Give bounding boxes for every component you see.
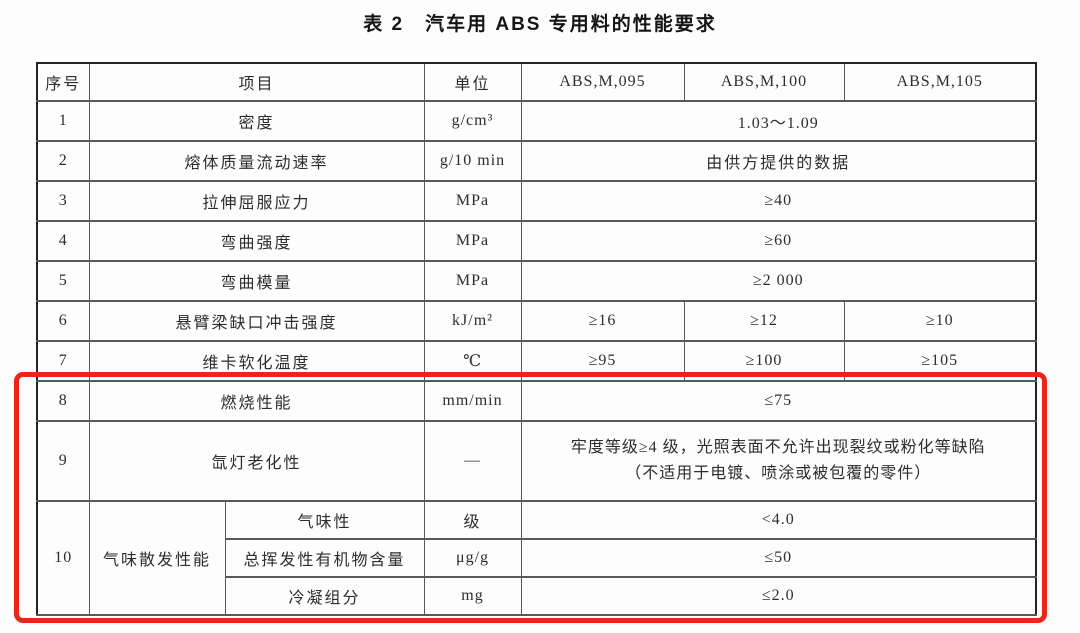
- table-title: 表 2 汽车用 ABS 专用料的性能要求: [363, 14, 717, 35]
- cell-unit: MPa: [423, 180, 522, 222]
- cell-no: 7: [36, 340, 90, 382]
- cell-value-100: ≥12: [683, 300, 845, 342]
- table-row: 3 拉伸屈服应力 MPa ≥40: [36, 180, 1037, 222]
- cell-value-095: ≥16: [520, 300, 685, 342]
- table-row: 5 弯曲模量 MPa ≥2 000: [36, 260, 1037, 302]
- cell-item-group: 气味散发性能: [88, 500, 226, 616]
- cell-unit: mg: [423, 576, 522, 616]
- cell-item: 维卡软化温度: [88, 340, 425, 382]
- cell-no: 10: [36, 500, 90, 616]
- header-grade-100: ABS,M,100: [683, 62, 845, 102]
- table-row: 1 密度 g/cm³ 1.03～1.09: [36, 100, 1037, 142]
- cell-item: 燃烧性能: [88, 380, 425, 422]
- header-unit: 单位: [423, 62, 522, 102]
- table-row: 冷凝组分 mg ≤2.0: [37, 576, 1037, 616]
- cell-value: ≥2 000: [520, 260, 1037, 302]
- cell-sub-item: 冷凝组分: [224, 576, 425, 616]
- table-row: 6 悬臂梁缺口冲击强度 kJ/m² ≥16 ≥12 ≥10: [36, 300, 1037, 342]
- table-row: 总挥发性有机物含量 μg/g ≤50: [37, 538, 1037, 578]
- cell-no: 5: [36, 260, 90, 302]
- cell-no: 1: [36, 100, 90, 142]
- table-row: 8 燃烧性能 mm/min ≤75: [36, 380, 1037, 422]
- cell-value: 牢度等级≥4 级，光照表面不允许出现裂纹或粉化等缺陷 （不适用于电镀、喷涂或被包…: [520, 420, 1037, 502]
- header-grade-105: ABS,M,105: [843, 62, 1037, 102]
- cell-unit: mm/min: [423, 380, 522, 422]
- cell-value: ≤75: [520, 380, 1037, 422]
- header-grade-095: ABS,M,095: [520, 62, 685, 102]
- cell-unit: —: [423, 420, 522, 502]
- cell-value: ≥40: [520, 180, 1037, 222]
- table-row: 4 弯曲强度 MPa ≥60: [36, 220, 1037, 262]
- cell-sub-item: 总挥发性有机物含量: [224, 538, 425, 578]
- cell-sub-item: 气味性: [224, 500, 425, 540]
- cell-unit: MPa: [423, 260, 522, 302]
- performance-table: 序号 项目 单位 ABS,M,095 ABS,M,100 ABS,M,105 1…: [36, 62, 1038, 616]
- cell-item: 拉伸屈服应力: [88, 180, 425, 222]
- header-row: 序号 项目 单位 ABS,M,095 ABS,M,100 ABS,M,105: [36, 62, 1037, 102]
- cell-value: ≥60: [520, 220, 1037, 262]
- aging-requirement-line2: （不适用于电镀、喷涂或被包覆的零件）: [625, 465, 932, 482]
- cell-item: 悬臂梁缺口冲击强度: [88, 300, 425, 342]
- cell-unit: ℃: [423, 340, 522, 382]
- header-no: 序号: [36, 62, 90, 102]
- cell-no: 4: [36, 220, 90, 262]
- cell-no: 3: [36, 180, 90, 222]
- cell-value: ≤50: [520, 538, 1037, 578]
- cell-value-105: ≥105: [843, 340, 1037, 382]
- header-item: 项目: [88, 62, 425, 102]
- cell-no: 2: [36, 140, 90, 182]
- cell-value-095: ≥95: [520, 340, 685, 382]
- cell-item: 弯曲强度: [88, 220, 425, 262]
- cell-value: ≤2.0: [520, 576, 1037, 616]
- cell-unit: g/cm³: [423, 100, 522, 142]
- cell-item: 氙灯老化性: [88, 420, 425, 502]
- cell-value: <4.0: [520, 500, 1037, 540]
- cell-value-100: ≥100: [683, 340, 845, 382]
- cell-unit: μg/g: [423, 538, 522, 578]
- cell-value: 由供方提供的数据: [520, 140, 1037, 182]
- cell-item: 密度: [88, 100, 425, 142]
- cell-item: 弯曲模量: [88, 260, 425, 302]
- cell-no: 8: [36, 380, 90, 422]
- table-row: 10 气味散发性能 气味性 级 <4.0: [36, 500, 1037, 616]
- cell-unit: kJ/m²: [423, 300, 522, 342]
- cell-unit: MPa: [423, 220, 522, 262]
- table-row: 9 氙灯老化性 — 牢度等级≥4 级，光照表面不允许出现裂纹或粉化等缺陷 （不适…: [36, 420, 1037, 502]
- cell-no: 6: [36, 300, 90, 342]
- table-row: 7 维卡软化温度 ℃ ≥95 ≥100 ≥105: [36, 340, 1037, 382]
- cell-value-105: ≥10: [843, 300, 1037, 342]
- cell-item: 熔体质量流动速率: [88, 140, 425, 182]
- table-row: 2 熔体质量流动速率 g/10 min 由供方提供的数据: [36, 140, 1037, 182]
- cell-value: 1.03～1.09: [520, 100, 1037, 142]
- cell-unit: 级: [423, 500, 522, 540]
- cell-no: 9: [36, 420, 90, 502]
- cell-unit: g/10 min: [423, 140, 522, 182]
- aging-requirement-line1: 牢度等级≥4 级，光照表面不允许出现裂纹或粉化等缺陷: [570, 439, 986, 456]
